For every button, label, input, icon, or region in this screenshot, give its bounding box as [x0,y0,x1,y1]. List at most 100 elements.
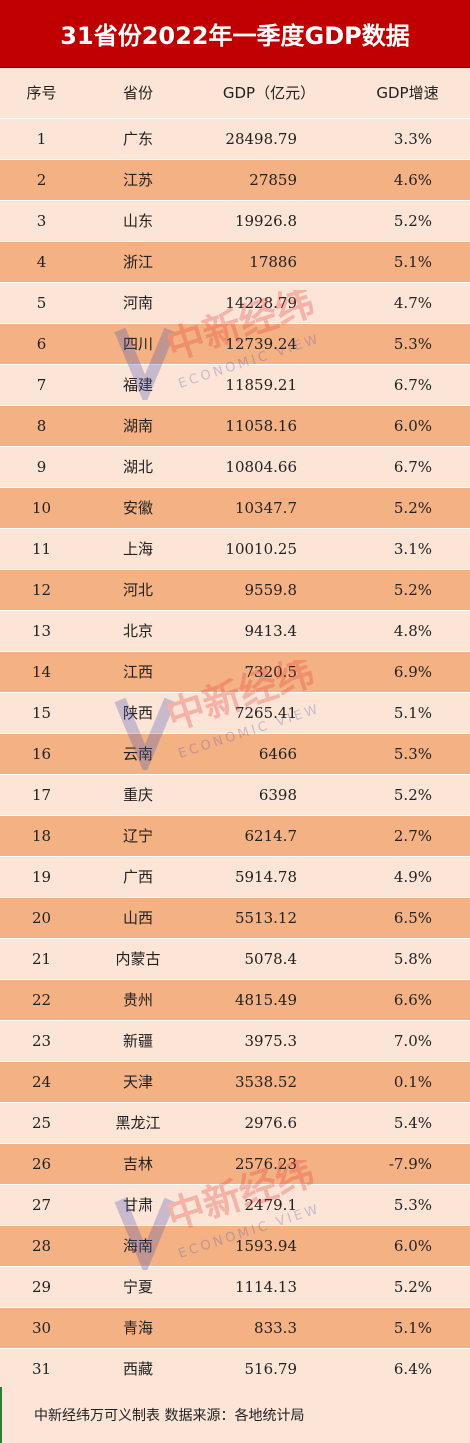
cell-rank: 16 [0,733,83,775]
page-title: 31省份2022年一季度GDP数据 [0,0,470,68]
table-row: 6 四川 12739.24 5.3% [0,323,470,365]
table-row: 1 广东 28498.79 3.3% [0,118,470,160]
cell-province: 吉林 [83,1143,193,1185]
cell-gdp: 833.3 [193,1307,345,1349]
cell-province: 浙江 [83,241,193,283]
cell-province: 新疆 [83,1020,193,1062]
cell-growth: 6.6% [345,979,470,1021]
cell-province: 上海 [83,528,193,570]
cell-gdp: 6214.7 [193,815,345,857]
cell-gdp: 10804.66 [193,446,345,488]
gdp-table: 序号 省份 GDP（亿元） GDP增速 1 广东 28498.79 3.3% 2 江苏 27… [0,68,470,1390]
cell-growth: 3.1% [345,528,470,570]
cell-province: 宁夏 [83,1266,193,1308]
cell-province: 江西 [83,651,193,693]
table-row: 22 贵州 4815.49 6.6% [0,979,470,1021]
cell-province: 天津 [83,1061,193,1103]
table-row: 31 西藏 516.79 6.4% [0,1348,470,1390]
cell-rank: 4 [0,241,83,283]
cell-province: 河北 [83,569,193,611]
table-row: 21 内蒙古 5078.4 5.8% [0,938,470,980]
cell-province: 云南 [83,733,193,775]
cell-growth: 5.8% [345,938,470,980]
cell-gdp: 516.79 [193,1348,345,1390]
cell-province: 甘肃 [83,1184,193,1226]
cell-growth: 6.0% [345,405,470,447]
cell-growth: -7.9% [345,1143,470,1185]
header-rank: 序号 [0,68,83,119]
cell-rank: 8 [0,405,83,447]
table-row: 24 天津 3538.52 0.1% [0,1061,470,1103]
cell-rank: 27 [0,1184,83,1226]
header-gdp: GDP（亿元） [193,68,345,119]
cell-rank: 5 [0,282,83,324]
cell-gdp: 28498.79 [193,118,345,160]
table-row: 26 吉林 2576.23 -7.9% [0,1143,470,1185]
cell-province: 湖北 [83,446,193,488]
cell-gdp: 9559.8 [193,569,345,611]
cell-province: 陕西 [83,692,193,734]
cell-rank: 9 [0,446,83,488]
cell-gdp: 2576.23 [193,1143,345,1185]
cell-province: 重庆 [83,774,193,816]
cell-rank: 29 [0,1266,83,1308]
table-row: 11 上海 10010.25 3.1% [0,528,470,570]
cell-rank: 21 [0,938,83,980]
cell-growth: 6.0% [345,1225,470,1267]
cell-growth: 7.0% [345,1020,470,1062]
cell-province: 海南 [83,1225,193,1267]
cell-growth: 5.1% [345,241,470,283]
cell-gdp: 12739.24 [193,323,345,365]
cell-province: 安徽 [83,487,193,529]
cell-rank: 7 [0,364,83,406]
cell-gdp: 5078.4 [193,938,345,980]
cell-growth: 2.7% [345,815,470,857]
table-row: 16 云南 6466 5.3% [0,733,470,775]
cell-growth: 4.8% [345,610,470,652]
table-row: 25 黑龙江 2976.6 5.4% [0,1102,470,1144]
cell-province: 福建 [83,364,193,406]
cell-growth: 0.1% [345,1061,470,1103]
cell-rank: 11 [0,528,83,570]
table-row: 19 广西 5914.78 4.9% [0,856,470,898]
cell-rank: 20 [0,897,83,939]
cell-growth: 6.7% [345,446,470,488]
cell-rank: 22 [0,979,83,1021]
cell-growth: 6.4% [345,1348,470,1390]
cell-growth: 5.3% [345,1184,470,1226]
table-row: 27 甘肃 2479.1 5.3% [0,1184,470,1226]
cell-rank: 10 [0,487,83,529]
table-row: 2 江苏 27859 4.6% [0,159,470,201]
header-province: 省份 [83,68,193,119]
cell-province: 湖南 [83,405,193,447]
cell-gdp: 5513.12 [193,897,345,939]
cell-rank: 28 [0,1225,83,1267]
table-row: 14 江西 7320.5 6.9% [0,651,470,693]
cell-gdp: 27859 [193,159,345,201]
cell-growth: 5.3% [345,733,470,775]
table-row: 29 宁夏 1114.13 5.2% [0,1266,470,1308]
cell-growth: 5.2% [345,200,470,242]
cell-gdp: 9413.4 [193,610,345,652]
cell-rank: 2 [0,159,83,201]
cell-province: 西藏 [83,1348,193,1390]
table-row: 5 河南 14228.79 4.7% [0,282,470,324]
cell-growth: 4.6% [345,159,470,201]
cell-province: 江苏 [83,159,193,201]
cell-growth: 5.2% [345,487,470,529]
cell-rank: 25 [0,1102,83,1144]
table-row: 7 福建 11859.21 6.7% [0,364,470,406]
table-row: 10 安徽 10347.7 5.2% [0,487,470,529]
cell-growth: 5.2% [345,569,470,611]
table-row: 23 新疆 3975.3 7.0% [0,1020,470,1062]
cell-gdp: 3975.3 [193,1020,345,1062]
table-row: 12 河北 9559.8 5.2% [0,569,470,611]
cell-province: 黑龙江 [83,1102,193,1144]
cell-growth: 5.3% [345,323,470,365]
cell-gdp: 1593.94 [193,1225,345,1267]
cell-growth: 5.2% [345,774,470,816]
table-row: 18 辽宁 6214.7 2.7% [0,815,470,857]
cell-growth: 6.7% [345,364,470,406]
cell-rank: 17 [0,774,83,816]
